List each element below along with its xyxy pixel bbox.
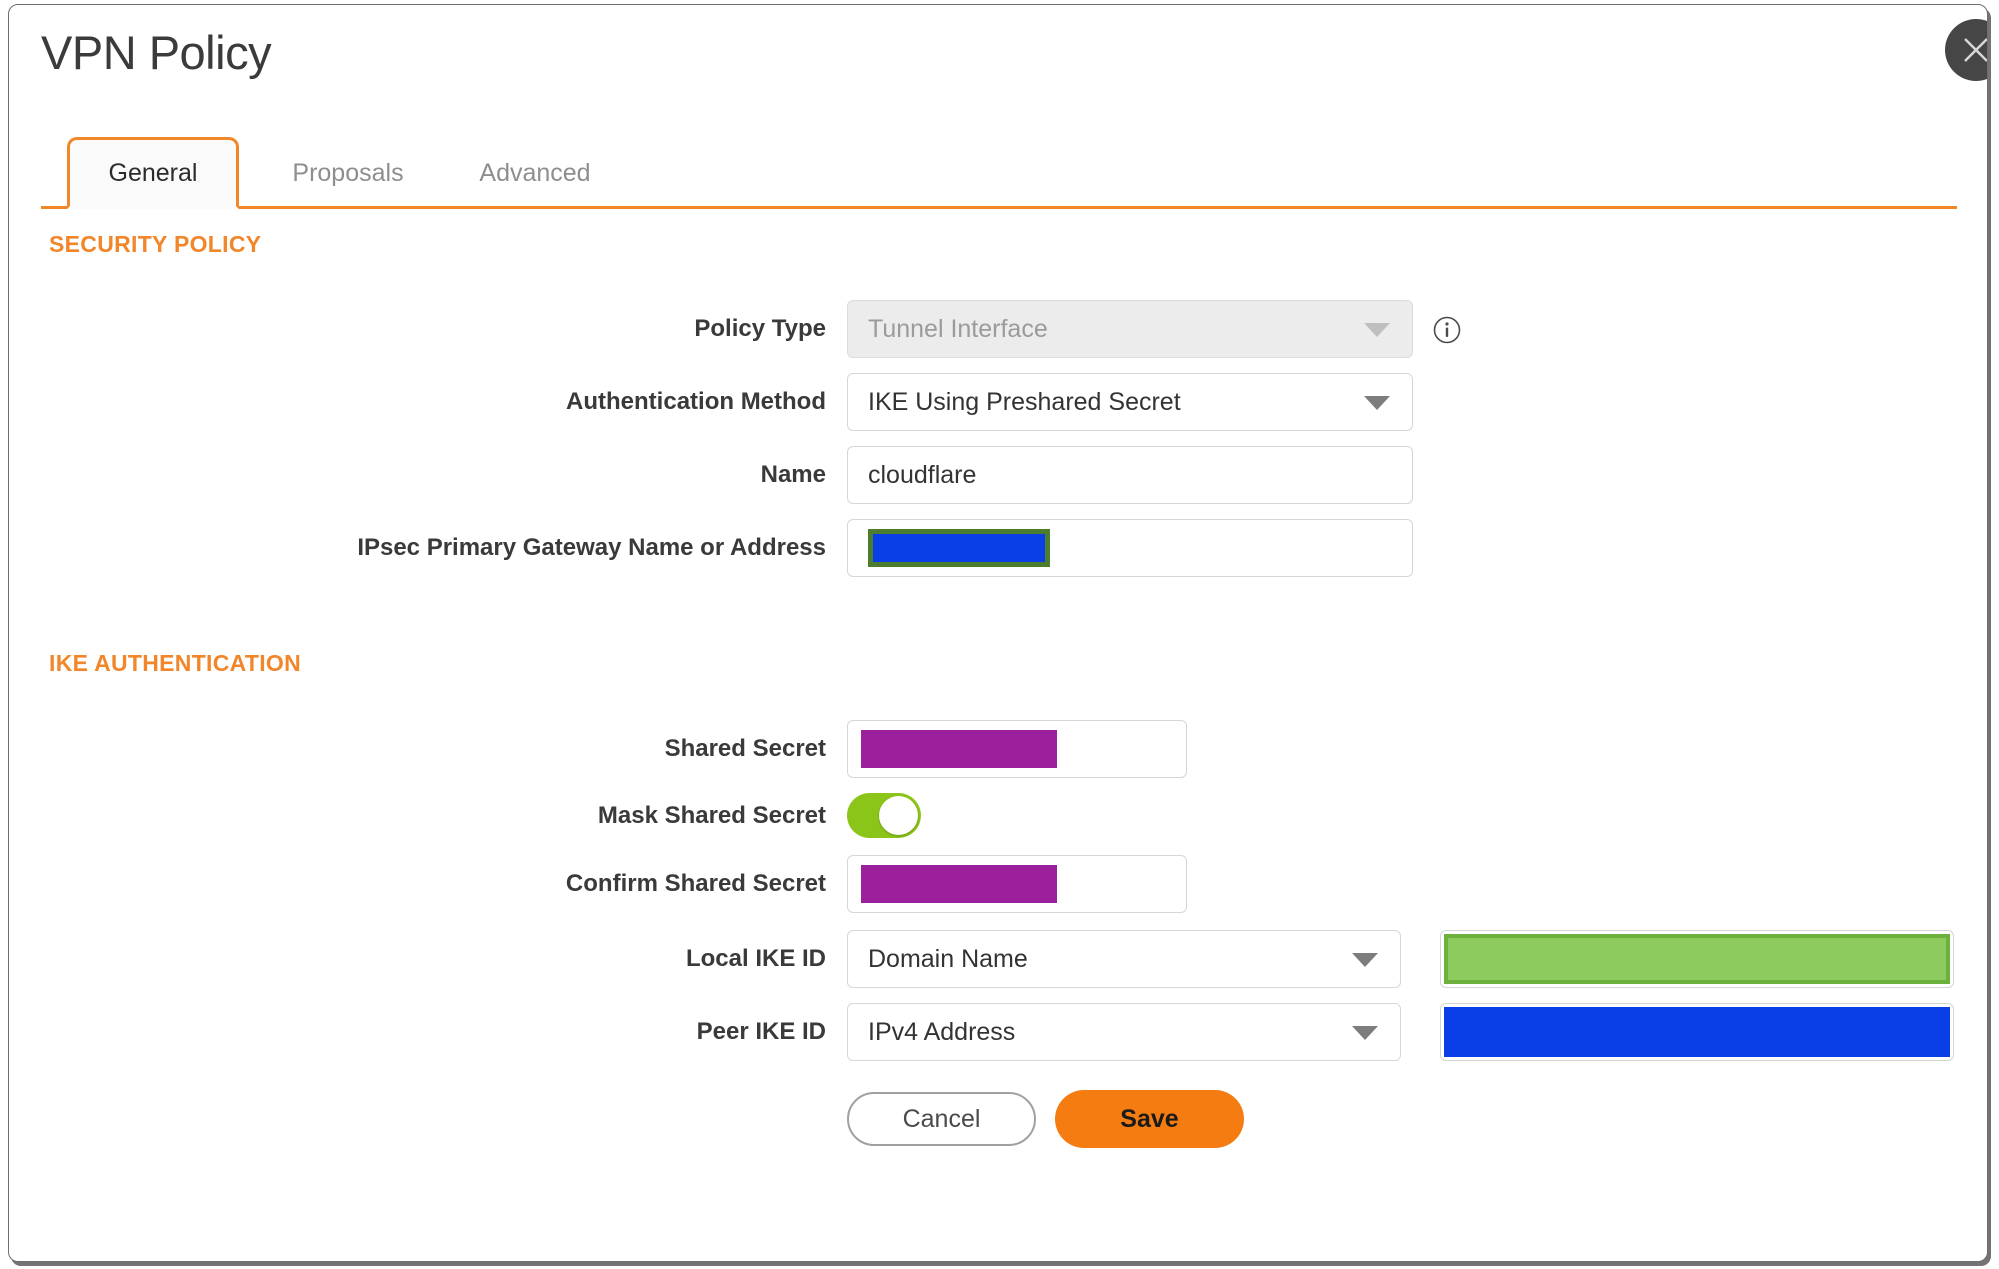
tab-proposals-label: Proposals bbox=[292, 158, 404, 187]
tab-advanced[interactable]: Advanced bbox=[445, 137, 625, 209]
section-heading-security-policy: SECURITY POLICY bbox=[49, 231, 262, 257]
confirm-shared-secret-label: Confirm Shared Secret bbox=[565, 870, 826, 897]
chevron-down-icon bbox=[1364, 323, 1390, 337]
cancel-button[interactable]: Cancel bbox=[847, 1092, 1036, 1146]
tab-general[interactable]: General bbox=[67, 137, 239, 209]
field-row-authentication-method: Authentication Method IKE Using Preshare… bbox=[9, 373, 1987, 431]
field-row-policy-type: Policy Type Tunnel Interface bbox=[9, 300, 1987, 358]
shared-secret-input[interactable] bbox=[847, 720, 1187, 778]
name-label: Name bbox=[760, 461, 826, 488]
save-button[interactable]: Save bbox=[1055, 1090, 1244, 1148]
tab-advanced-label: Advanced bbox=[479, 158, 591, 187]
close-glyph bbox=[1964, 38, 1987, 62]
local-ike-id-redaction bbox=[1444, 934, 1950, 984]
authentication-method-label: Authentication Method bbox=[566, 388, 826, 415]
policy-type-select[interactable]: Tunnel Interface bbox=[847, 300, 1413, 358]
close-icon[interactable] bbox=[1945, 19, 1987, 81]
peer-ike-id-text-input[interactable] bbox=[1440, 1003, 1954, 1061]
tab-proposals[interactable]: Proposals bbox=[253, 137, 443, 209]
vpn-policy-dialog: VPN Policy General Proposals Advanced SE… bbox=[8, 4, 1988, 1262]
chevron-down-icon bbox=[1352, 1026, 1378, 1040]
field-row-shared-secret: Shared Secret bbox=[9, 720, 1987, 778]
confirm-shared-secret-redaction bbox=[861, 865, 1057, 903]
field-row-primary-gateway: IPsec Primary Gateway Name or Address bbox=[9, 519, 1987, 577]
info-icon[interactable] bbox=[1433, 316, 1461, 344]
tab-bar: General Proposals Advanced bbox=[41, 137, 1957, 209]
field-row-peer-ike-id: Peer IKE ID IPv4 Address bbox=[9, 1003, 1987, 1061]
name-input[interactable]: cloudflare bbox=[847, 446, 1413, 504]
section-heading-ike-authentication: IKE AUTHENTICATION bbox=[49, 650, 301, 676]
cancel-button-label: Cancel bbox=[902, 1104, 981, 1133]
policy-type-label: Policy Type bbox=[694, 315, 826, 342]
primary-gateway-redaction bbox=[868, 529, 1050, 567]
peer-ike-id-label: Peer IKE ID bbox=[696, 1018, 826, 1045]
peer-ike-id-select[interactable]: IPv4 Address bbox=[847, 1003, 1401, 1061]
mask-shared-secret-label: Mask Shared Secret bbox=[597, 802, 826, 829]
name-value: cloudflare bbox=[868, 461, 977, 489]
tab-general-label: General bbox=[108, 158, 198, 187]
field-row-mask-shared-secret: Mask Shared Secret bbox=[9, 787, 1987, 845]
peer-ike-id-value: IPv4 Address bbox=[868, 1018, 1016, 1046]
mask-shared-secret-toggle[interactable] bbox=[847, 793, 921, 838]
primary-gateway-label: IPsec Primary Gateway Name or Address bbox=[357, 534, 826, 561]
authentication-method-select[interactable]: IKE Using Preshared Secret bbox=[847, 373, 1413, 431]
toggle-knob bbox=[879, 796, 918, 835]
local-ike-id-value: Domain Name bbox=[868, 945, 1028, 973]
confirm-shared-secret-input[interactable] bbox=[847, 855, 1187, 913]
save-button-label: Save bbox=[1120, 1104, 1179, 1133]
primary-gateway-input[interactable] bbox=[847, 519, 1413, 577]
field-row-name: Name cloudflare bbox=[9, 446, 1987, 504]
chevron-down-icon bbox=[1364, 396, 1390, 410]
shared-secret-label: Shared Secret bbox=[664, 735, 826, 762]
local-ike-id-select[interactable]: Domain Name bbox=[847, 930, 1401, 988]
shared-secret-redaction bbox=[861, 730, 1057, 768]
chevron-down-icon bbox=[1352, 953, 1378, 967]
field-row-local-ike-id: Local IKE ID Domain Name bbox=[9, 930, 1987, 988]
policy-type-value: Tunnel Interface bbox=[868, 315, 1048, 343]
page-title: VPN Policy bbox=[41, 26, 272, 79]
local-ike-id-text-input[interactable] bbox=[1440, 930, 1954, 988]
peer-ike-id-redaction bbox=[1444, 1007, 1950, 1057]
authentication-method-value: IKE Using Preshared Secret bbox=[868, 388, 1181, 416]
field-row-confirm-shared-secret: Confirm Shared Secret bbox=[9, 855, 1987, 913]
local-ike-id-label: Local IKE ID bbox=[685, 945, 826, 972]
tab-underline bbox=[41, 206, 1957, 209]
